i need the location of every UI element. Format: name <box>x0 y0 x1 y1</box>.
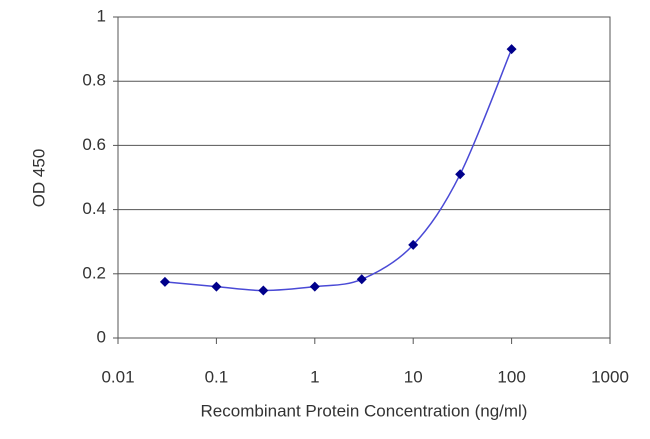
y-tick-label: 0.6 <box>82 135 106 154</box>
x-tick-label: 10 <box>404 367 423 386</box>
x-tick-label: 1000 <box>591 367 629 386</box>
x-axis-label: Recombinant Protein Concentration (ng/ml… <box>201 401 528 420</box>
data-point <box>408 239 419 250</box>
x-tick-label: 0.01 <box>101 367 134 386</box>
data-point <box>159 276 170 287</box>
y-tick-label: 0.2 <box>82 263 106 282</box>
plot-area <box>117 16 611 339</box>
x-tick-label: 1 <box>310 367 319 386</box>
y-tick-label: 0 <box>97 327 106 346</box>
y-tick-label: 1 <box>97 6 106 25</box>
y-tick-label: 0.4 <box>82 199 106 218</box>
x-tick-label: 100 <box>497 367 525 386</box>
data-point <box>356 274 367 285</box>
data-point <box>211 281 222 292</box>
data-point <box>455 169 466 180</box>
y-axis-label: OD 450 <box>29 149 48 208</box>
y-tick-label: 0.8 <box>82 71 106 90</box>
x-tick-label: 0.1 <box>205 367 229 386</box>
data-point <box>258 285 269 296</box>
data-point <box>506 44 517 55</box>
data-point <box>309 281 320 292</box>
